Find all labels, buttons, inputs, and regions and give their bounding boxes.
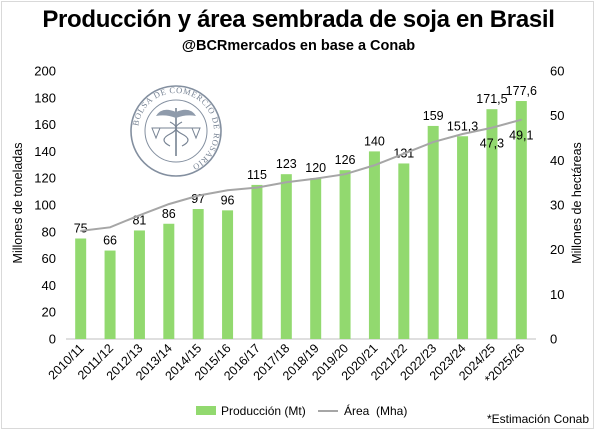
y-tick-label-6: 120 xyxy=(34,171,56,186)
seal-outer-ring xyxy=(130,85,222,177)
area-point-15 xyxy=(520,118,523,121)
y-tick-label-9: 180 xyxy=(34,90,56,105)
bar-13 xyxy=(457,136,469,339)
y-axis-label: Millones de toneladas xyxy=(11,143,25,264)
x-tick-labels: 2010/112011/122012/132013/142014/152015/… xyxy=(46,341,528,386)
area-point-7 xyxy=(285,181,288,184)
area-point-11 xyxy=(403,152,405,155)
y2-tick-label-4: 40 xyxy=(550,153,564,168)
seal-wings xyxy=(156,109,196,118)
bar-4 xyxy=(192,209,204,339)
y-tick-label-10: 200 xyxy=(34,64,56,79)
y-tick-labels: 0 20 40 60 80 100 120 140 160 180 200 xyxy=(34,64,56,347)
bar-8 xyxy=(310,178,322,339)
bar-3 xyxy=(163,223,175,339)
bar-12 xyxy=(427,125,439,339)
y-tick-label-2: 40 xyxy=(42,278,56,293)
line-data-labels: 47,3 49,1 xyxy=(480,129,534,151)
bar-label-12: 159 xyxy=(423,109,444,123)
bar-label-13: 151,3 xyxy=(447,119,478,133)
bar-label-10: 140 xyxy=(364,134,385,148)
bar-label-8: 120 xyxy=(305,161,326,175)
bar-6 xyxy=(251,184,263,339)
area-point-3 xyxy=(168,203,170,205)
y2-tick-label-1: 10 xyxy=(550,287,564,302)
seal-scale-left xyxy=(151,127,161,140)
y2-tick-label-6: 60 xyxy=(550,64,564,79)
area-point-1 xyxy=(109,226,111,229)
area-point-9 xyxy=(344,173,346,175)
bar-label-3: 86 xyxy=(162,207,176,221)
y2-tick-label-2: 20 xyxy=(550,242,564,257)
bar-label-1: 66 xyxy=(103,234,117,248)
y-tick-label-4: 80 xyxy=(42,224,56,239)
y2-tick-label-0: 0 xyxy=(550,332,557,347)
bar-15 xyxy=(515,101,527,340)
bar-5 xyxy=(222,210,234,339)
chart-subtitle: @BCRmercados en base a Conab xyxy=(181,38,416,54)
legend-bar-swatch xyxy=(196,406,216,415)
area-point-8 xyxy=(314,177,317,180)
bar-7 xyxy=(280,174,292,339)
bcr-seal-watermark: BOLSA DE COMERCIO DE ROSARIO xyxy=(130,85,222,177)
area-point-0 xyxy=(79,230,82,232)
seal-serpents xyxy=(163,121,189,147)
y-tick-label-8: 160 xyxy=(34,117,56,132)
legend: Producción (Mt) Área (Mha) xyxy=(196,403,407,418)
legend-bar-label: Producción (Mt) xyxy=(221,404,306,418)
bar-label-9: 126 xyxy=(335,153,356,167)
bar-10 xyxy=(368,151,380,339)
bar-9 xyxy=(339,170,351,339)
bar-0 xyxy=(75,238,87,339)
area-point-10 xyxy=(373,164,376,167)
y-tick-label-5: 100 xyxy=(34,198,56,213)
bar-14 xyxy=(486,109,498,339)
y2-axis-label: Millones de hectáreas xyxy=(570,142,584,264)
area-point-6 xyxy=(256,186,258,189)
area-point-4 xyxy=(197,194,199,197)
area-point-13 xyxy=(461,133,464,135)
seal-inner-ring xyxy=(144,99,208,163)
y-tick-label-1: 20 xyxy=(42,305,56,320)
bar-series xyxy=(75,101,527,340)
bar-label-15: 177,6 xyxy=(506,84,537,98)
y-tick-label-0: 0 xyxy=(49,332,56,347)
bar-2 xyxy=(133,230,145,339)
area-line-series xyxy=(79,118,523,232)
area-point-14 xyxy=(491,126,493,129)
area-point-5 xyxy=(226,189,229,192)
line-label-14: 47,3 xyxy=(480,137,504,151)
bar-label-0: 75 xyxy=(74,222,88,236)
bar-label-6: 115 xyxy=(247,168,267,182)
area-point-2 xyxy=(138,214,141,217)
bar-1 xyxy=(104,250,116,339)
line-label-15: 49,1 xyxy=(509,129,533,143)
legend-line-label: Área (Mha) xyxy=(344,403,407,418)
y2-tick-label-5: 50 xyxy=(550,108,564,123)
area-line xyxy=(80,118,522,232)
y-tick-label-3: 60 xyxy=(42,251,56,266)
footnote: *Estimación Conab xyxy=(486,412,589,426)
bar-label-7: 123 xyxy=(276,157,297,171)
chart-title: Producción y área sembrada de soja en Br… xyxy=(42,6,555,33)
seal-scale-right xyxy=(191,127,201,140)
area-point-12 xyxy=(432,141,434,143)
y2-tick-label-3: 30 xyxy=(550,198,564,213)
y2-tick-labels: 0 10 20 30 40 50 60 xyxy=(550,64,564,347)
bar-label-5: 96 xyxy=(221,193,235,207)
y-tick-label-7: 140 xyxy=(34,144,56,159)
bar-label-14: 171,5 xyxy=(476,92,507,106)
bar-11 xyxy=(398,163,410,339)
